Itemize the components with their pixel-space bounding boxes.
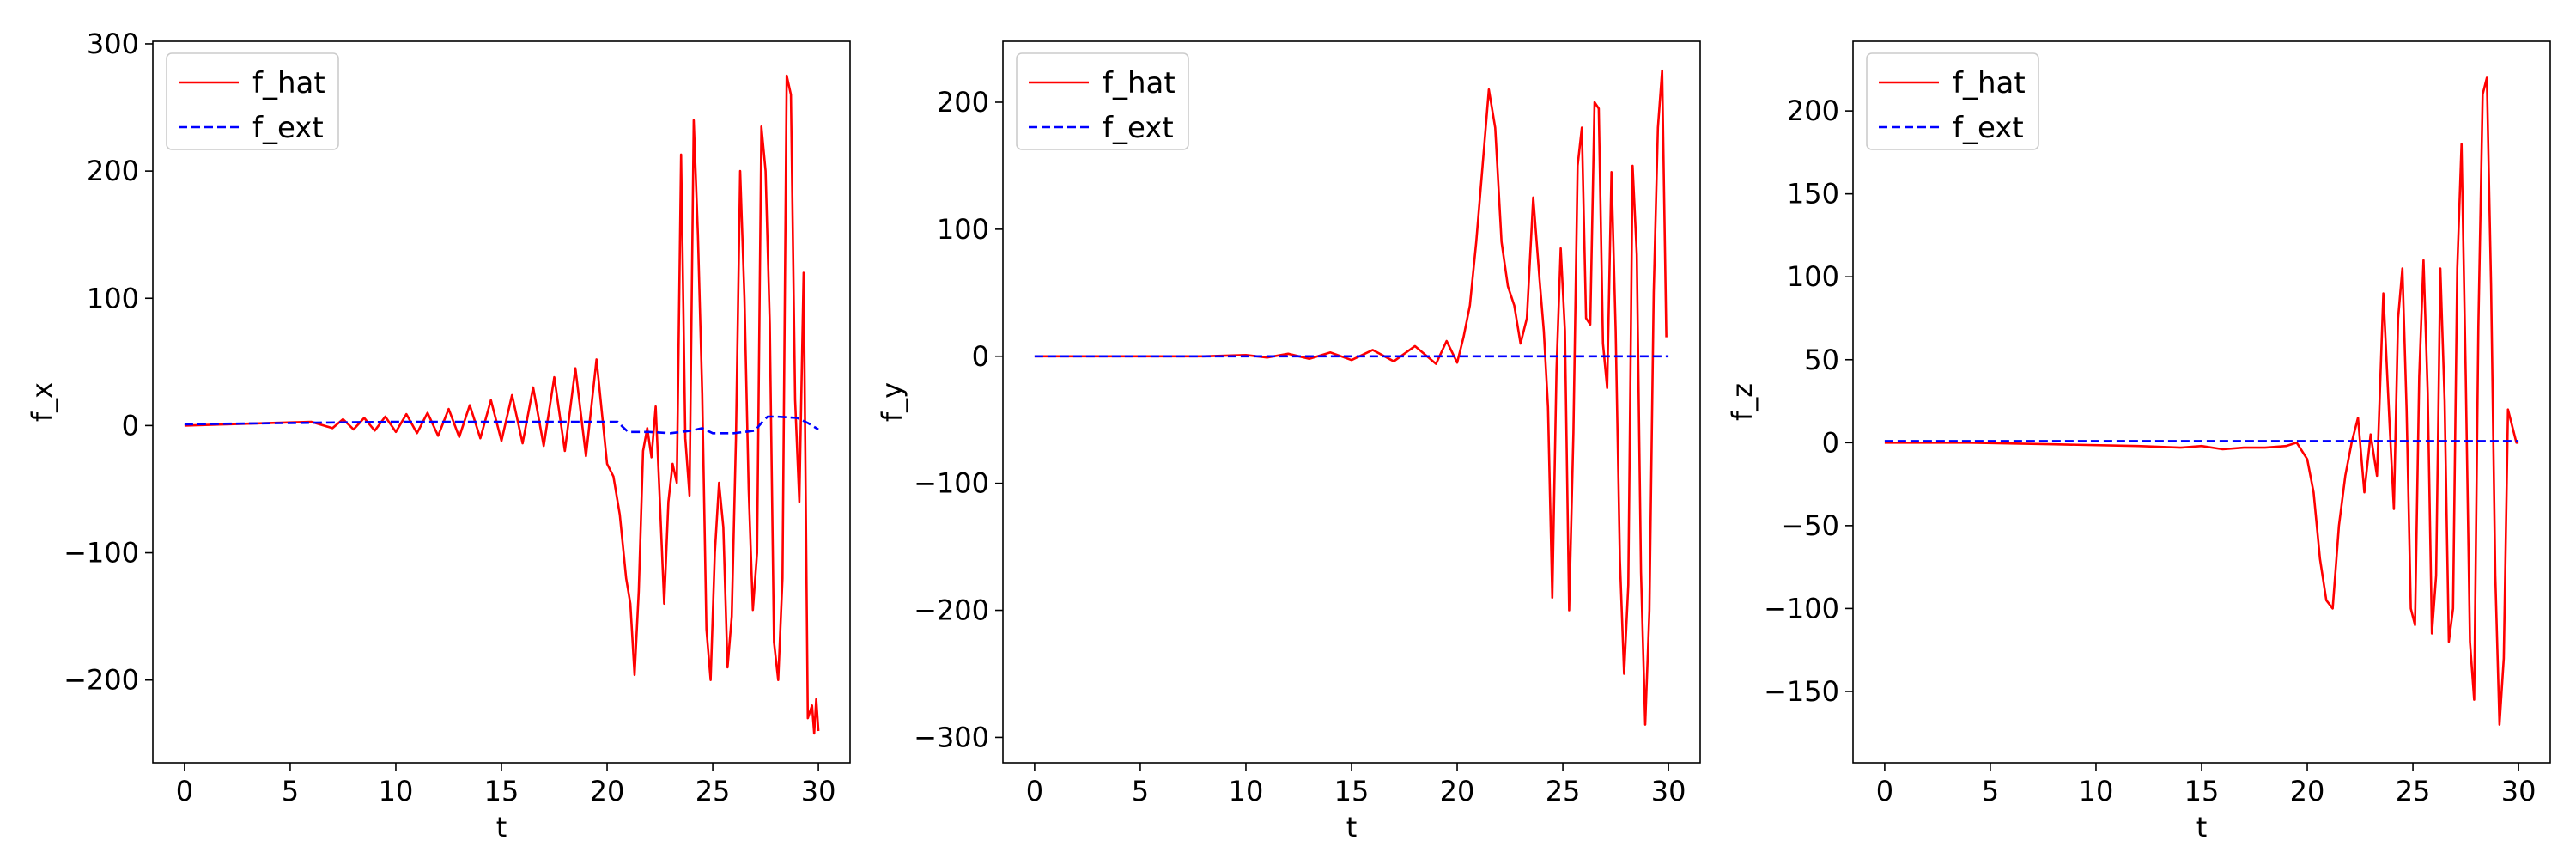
legend-box	[1016, 52, 1189, 150]
y-tick-label: −50	[1781, 509, 1839, 542]
series-line-f-ext	[184, 415, 819, 435]
y-tick-label: −200	[914, 594, 989, 627]
x-tick-label: 10	[379, 775, 414, 807]
y-tick-label: 100	[87, 282, 139, 314]
x-tick-label: 20	[2290, 775, 2325, 807]
x-tick-label: 10	[1229, 775, 1264, 807]
legend-box	[166, 52, 339, 150]
x-tick-label: 20	[590, 775, 625, 807]
series-line-f-hat	[184, 74, 820, 735]
y-tick-label: −100	[1764, 592, 1839, 624]
y-axis-label: f_x	[26, 382, 58, 422]
y-tick-label: 0	[122, 409, 139, 442]
x-axis-label: t	[496, 811, 507, 844]
legend-label-f-ext: f_ext	[252, 111, 324, 145]
x-axis-label: t	[1346, 811, 1358, 844]
y-tick-label: 300	[87, 27, 139, 60]
legend: f_hat f_ext	[1016, 52, 1189, 150]
x-tick-label: 25	[696, 775, 731, 807]
legend-label-f-hat: f_hat	[1103, 66, 1176, 101]
legend: f_hat f_ext	[1866, 52, 2039, 150]
y-tick-label: −150	[1764, 675, 1839, 708]
y-tick-label: 50	[1804, 344, 1839, 376]
y-tick-label: 100	[1787, 260, 1839, 293]
x-tick-label: 0	[1026, 775, 1043, 807]
y-tick-label: −300	[914, 721, 989, 753]
x-tick-label: 5	[1982, 775, 1999, 807]
y-axis-label: f_y	[876, 382, 908, 422]
chart-panel-2: 0 5 10 15 20 25 30 −300 −200 −100 0 100 200 t f_y f_hat…	[876, 40, 1701, 844]
y-tick-label: 0	[972, 340, 989, 373]
x-tick-label: 5	[1132, 775, 1149, 807]
legend-label-f-ext: f_ext	[1103, 111, 1174, 145]
x-tick-label: 30	[801, 775, 836, 807]
y-tick-label: 100	[937, 213, 989, 246]
x-tick-label: 0	[1876, 775, 1893, 807]
y-tick-label: 200	[87, 155, 139, 187]
x-tick-label: 30	[1651, 775, 1686, 807]
legend-label-f-hat: f_hat	[1953, 66, 2026, 101]
y-tick-label: −100	[64, 537, 139, 570]
chart-panel-1: 0 5 10 15 20 25 30−200−1000100200300tf_xf_hatf…	[26, 27, 851, 844]
x-tick-label: 10	[2079, 775, 2114, 807]
y-tick-label: 200	[937, 86, 989, 119]
y-tick-label: 200	[1787, 94, 1839, 127]
x-tick-label: 25	[2396, 775, 2431, 807]
x-tick-label: 20	[1440, 775, 1475, 807]
x-tick-label: 5	[282, 775, 299, 807]
y-tick-label: −100	[914, 467, 989, 500]
legend: f_hat f_ext	[166, 52, 339, 150]
y-axis-label: f_z	[1726, 383, 1759, 421]
y-tick-label: 0	[1822, 426, 1839, 459]
chart-panel-3: 0 5 10 15 20 25 30 −150 −100 −50 0 50 100 150 200 t f_z f…	[1726, 40, 2551, 844]
legend-label-f-ext: f_ext	[1953, 111, 2024, 145]
x-tick-label: 15	[1334, 775, 1370, 807]
series-line-f-hat	[1034, 69, 1668, 726]
x-tick-label: 15	[484, 775, 519, 807]
y-tick-label: −200	[64, 664, 139, 697]
series-line-f-hat	[1884, 76, 2519, 726]
legend-label-f-hat: f_hat	[252, 66, 325, 101]
x-tick-label: 15	[2184, 775, 2220, 807]
x-tick-label: 0	[176, 775, 193, 807]
legend-box	[1866, 52, 2039, 150]
y-tick-label: 150	[1787, 178, 1839, 210]
x-tick-label: 30	[2501, 775, 2537, 807]
x-axis-label: t	[2196, 811, 2208, 844]
x-tick-label: 25	[1546, 775, 1581, 807]
